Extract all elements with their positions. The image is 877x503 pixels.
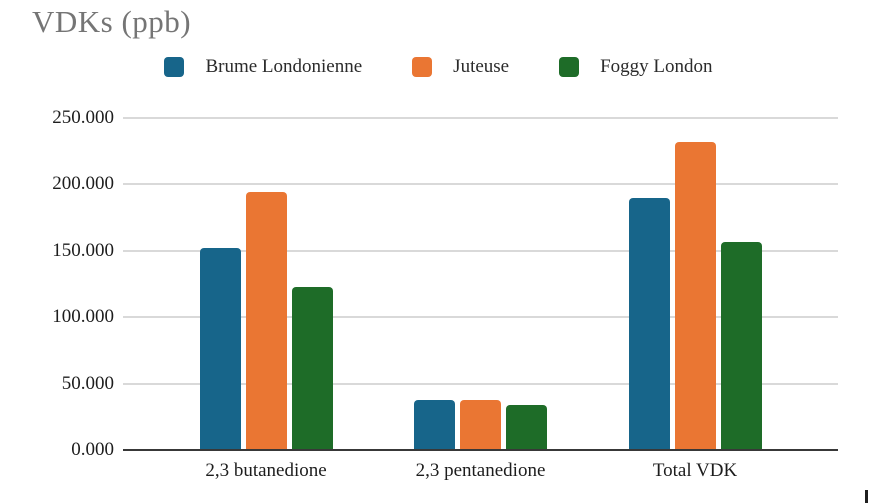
gridline <box>123 249 838 252</box>
legend-item-juteuse: Juteuse <box>412 57 509 77</box>
text-cursor <box>865 490 868 503</box>
x-category-label: 2,3 pentanedione <box>415 460 546 481</box>
gridline <box>123 183 838 186</box>
y-tick-label: 250.000 <box>52 107 114 128</box>
legend-swatch-orange-icon <box>412 57 433 77</box>
legend-swatch-green-icon <box>559 57 580 77</box>
legend-item-foggy-london: Foggy London <box>559 56 713 77</box>
bar-juteuse-3 <box>674 141 716 450</box>
bar-brume-londonienne-2 <box>414 399 455 450</box>
bar-foggy-london-1 <box>291 286 333 450</box>
gridline <box>123 382 838 385</box>
gridline <box>123 117 838 119</box>
y-tick-label: 0.000 <box>71 439 114 460</box>
x-category-label: 2,3 butanedione <box>205 460 327 481</box>
legend-label: Juteuse <box>453 56 510 77</box>
y-tick-label: 100.000 <box>52 306 114 328</box>
legend-label: Brume Londonienne <box>205 56 363 77</box>
legend-swatch-blue-icon <box>164 57 185 77</box>
bar-foggy-london-2 <box>506 404 547 450</box>
bar-foggy-london-3 <box>720 241 762 450</box>
y-tick-label: 200.000 <box>52 173 114 195</box>
x-category-label: Total VDK <box>652 460 738 481</box>
bar-juteuse-1 <box>245 192 287 450</box>
bar-brume-londonienne-1 <box>199 248 241 450</box>
gridline <box>123 316 838 319</box>
legend-item-brume-londonienne: Brume Londonienne <box>164 57 362 77</box>
x-axis-line <box>123 449 838 451</box>
chart-title: VDKs (ppb) <box>32 4 192 39</box>
bar-juteuse-2 <box>460 399 501 450</box>
bar-brume-londonienne-3 <box>628 197 670 450</box>
legend-label: Foggy London <box>600 56 713 77</box>
y-tick-label: 150.000 <box>52 239 114 261</box>
legend: Brume Londonienne Juteuse Foggy London <box>0 57 877 77</box>
y-tick-label: 50.000 <box>61 372 114 394</box>
